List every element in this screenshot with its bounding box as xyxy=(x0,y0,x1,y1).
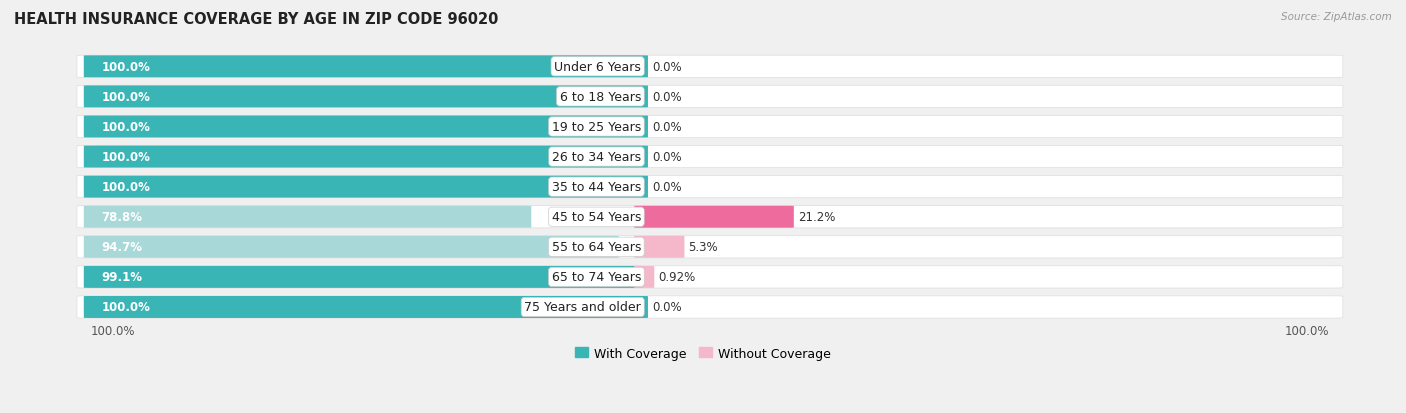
FancyBboxPatch shape xyxy=(77,116,1343,138)
FancyBboxPatch shape xyxy=(84,206,531,228)
Text: 45 to 54 Years: 45 to 54 Years xyxy=(551,211,641,224)
FancyBboxPatch shape xyxy=(77,56,1343,78)
Text: 0.0%: 0.0% xyxy=(652,151,682,164)
Text: 100.0%: 100.0% xyxy=(101,61,150,74)
Text: 0.0%: 0.0% xyxy=(652,181,682,194)
Text: 100.0%: 100.0% xyxy=(101,91,150,104)
Text: 100.0%: 100.0% xyxy=(90,324,135,337)
Text: 100.0%: 100.0% xyxy=(101,301,150,314)
Text: 94.7%: 94.7% xyxy=(101,241,142,254)
FancyBboxPatch shape xyxy=(77,236,1343,258)
FancyBboxPatch shape xyxy=(84,296,648,318)
Text: 19 to 25 Years: 19 to 25 Years xyxy=(551,121,641,134)
Legend: With Coverage, Without Coverage: With Coverage, Without Coverage xyxy=(571,342,835,365)
FancyBboxPatch shape xyxy=(84,146,648,168)
Text: 0.0%: 0.0% xyxy=(652,121,682,134)
Text: 99.1%: 99.1% xyxy=(101,271,142,284)
Text: 100.0%: 100.0% xyxy=(101,181,150,194)
Text: 55 to 64 Years: 55 to 64 Years xyxy=(551,241,641,254)
Text: 21.2%: 21.2% xyxy=(799,211,835,224)
FancyBboxPatch shape xyxy=(77,86,1343,108)
Text: 0.0%: 0.0% xyxy=(652,301,682,314)
Text: 0.0%: 0.0% xyxy=(652,61,682,74)
FancyBboxPatch shape xyxy=(84,176,648,198)
FancyBboxPatch shape xyxy=(634,206,794,228)
Text: 75 Years and older: 75 Years and older xyxy=(524,301,641,314)
Text: 100.0%: 100.0% xyxy=(101,151,150,164)
FancyBboxPatch shape xyxy=(84,56,648,78)
FancyBboxPatch shape xyxy=(84,86,648,108)
Text: 35 to 44 Years: 35 to 44 Years xyxy=(551,181,641,194)
FancyBboxPatch shape xyxy=(84,236,619,258)
FancyBboxPatch shape xyxy=(77,266,1343,288)
FancyBboxPatch shape xyxy=(77,176,1343,198)
Text: 0.92%: 0.92% xyxy=(658,271,696,284)
FancyBboxPatch shape xyxy=(634,266,654,288)
FancyBboxPatch shape xyxy=(84,266,643,288)
Text: 6 to 18 Years: 6 to 18 Years xyxy=(560,91,641,104)
FancyBboxPatch shape xyxy=(84,116,648,138)
Text: 65 to 74 Years: 65 to 74 Years xyxy=(551,271,641,284)
Text: 5.3%: 5.3% xyxy=(689,241,718,254)
FancyBboxPatch shape xyxy=(77,296,1343,318)
Text: 0.0%: 0.0% xyxy=(652,91,682,104)
Text: 26 to 34 Years: 26 to 34 Years xyxy=(553,151,641,164)
Text: Under 6 Years: Under 6 Years xyxy=(554,61,641,74)
FancyBboxPatch shape xyxy=(77,146,1343,168)
Text: 100.0%: 100.0% xyxy=(1285,324,1329,337)
Text: 100.0%: 100.0% xyxy=(101,121,150,134)
FancyBboxPatch shape xyxy=(77,206,1343,228)
FancyBboxPatch shape xyxy=(634,236,685,258)
Text: 78.8%: 78.8% xyxy=(101,211,142,224)
Text: Source: ZipAtlas.com: Source: ZipAtlas.com xyxy=(1281,12,1392,22)
Text: HEALTH INSURANCE COVERAGE BY AGE IN ZIP CODE 96020: HEALTH INSURANCE COVERAGE BY AGE IN ZIP … xyxy=(14,12,499,27)
